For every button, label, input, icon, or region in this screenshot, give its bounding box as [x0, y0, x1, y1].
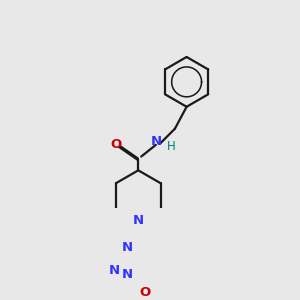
Text: O: O — [140, 286, 151, 299]
Text: N: N — [133, 214, 144, 227]
Text: N: N — [121, 268, 132, 281]
Text: O: O — [110, 138, 122, 151]
Text: H: H — [167, 140, 176, 153]
Text: N: N — [151, 135, 162, 148]
Text: N: N — [121, 242, 132, 254]
Text: N: N — [109, 264, 120, 277]
